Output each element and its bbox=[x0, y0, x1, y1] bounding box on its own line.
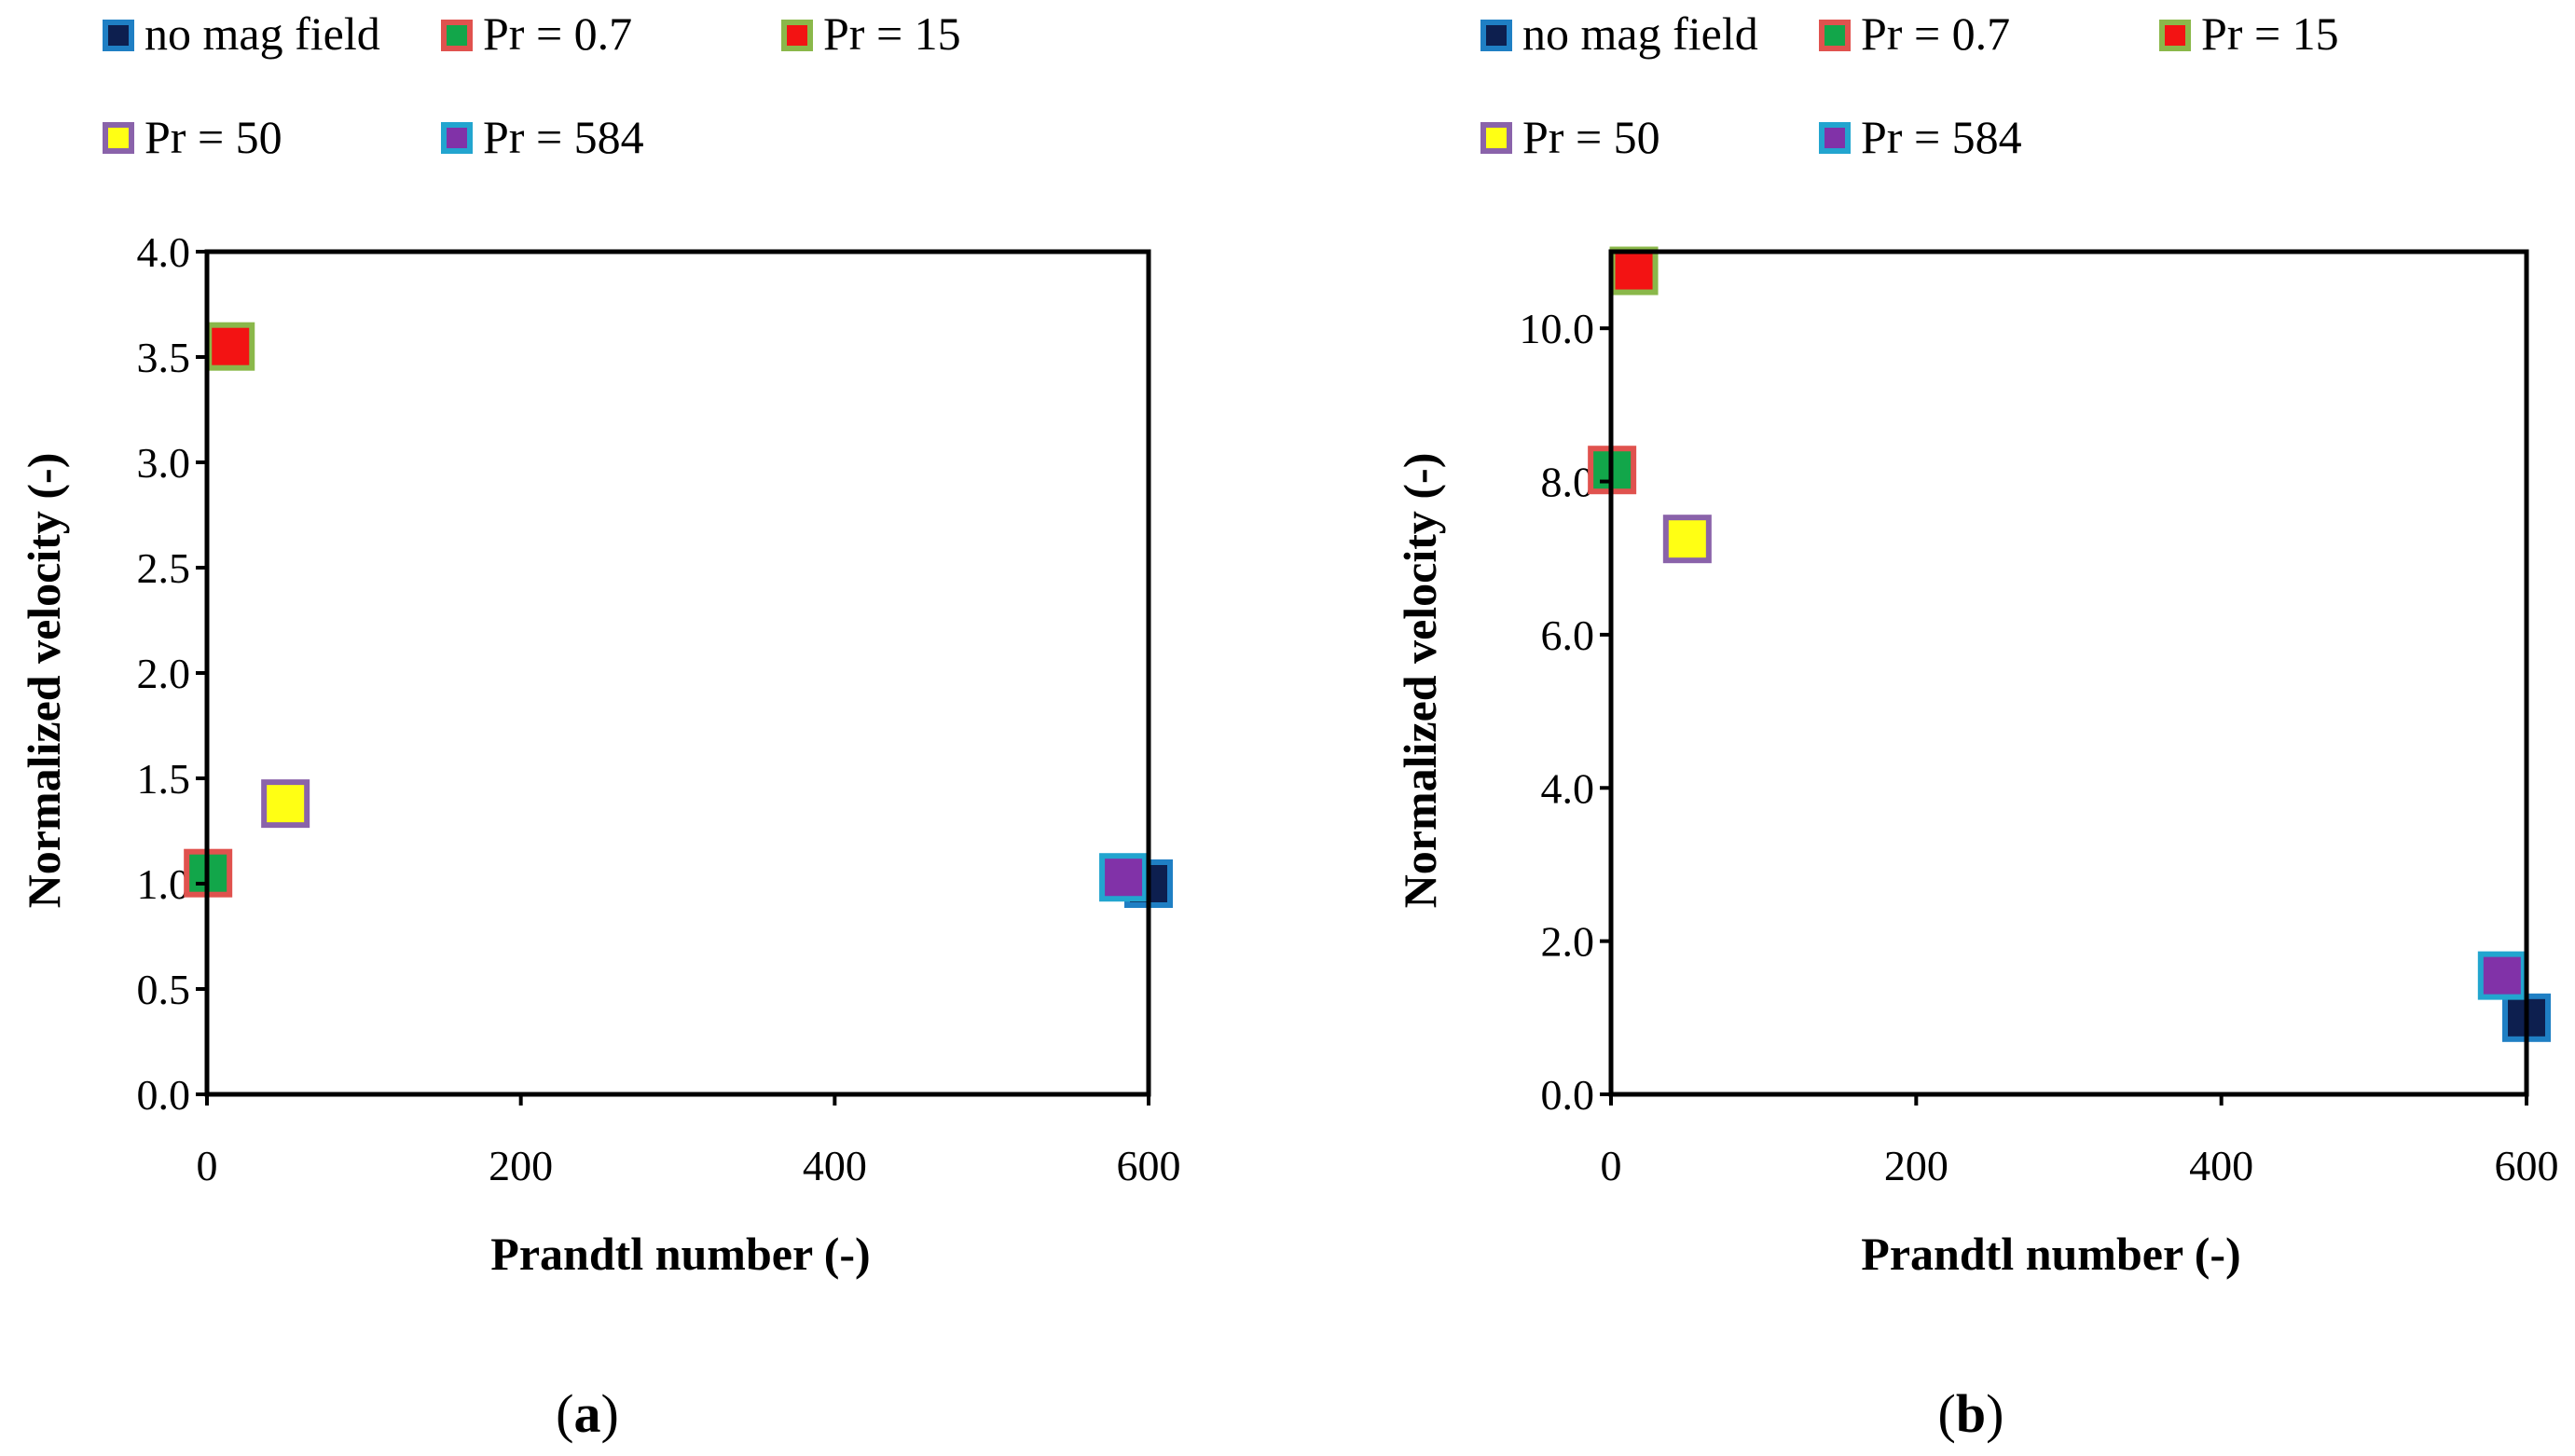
legend-a: no mag field Pr = 0.7 Pr = 15 Pr = 50 Pr… bbox=[103, 7, 961, 163]
data-point-pr-15 bbox=[1609, 246, 1659, 295]
y-tick-label: 6.0 bbox=[1541, 611, 1595, 659]
y-tick-label: 1.5 bbox=[137, 755, 191, 803]
legend-swatch-pr-50 bbox=[103, 122, 134, 154]
x-axis-title: Prandtl number (-) bbox=[490, 1228, 870, 1280]
svg-text:(b): (b) bbox=[1938, 1383, 2004, 1444]
legend-label-pr-584: Pr = 584 bbox=[483, 111, 644, 163]
data-point-pr-584 bbox=[2477, 951, 2527, 1000]
chart-panel-a: no mag field Pr = 0.7 Pr = 15 Pr = 50 Pr… bbox=[18, 7, 1181, 1444]
legend-item-pr-0.7: Pr = 0.7 bbox=[441, 7, 632, 60]
data-point-pr-15 bbox=[206, 322, 255, 371]
y-tick-label: 2.5 bbox=[137, 544, 191, 592]
y-tick-label: 0.0 bbox=[1541, 1071, 1595, 1119]
y-tick-label: 2.0 bbox=[1541, 918, 1595, 966]
data-points-b bbox=[1588, 246, 2551, 1042]
x-ticks-b: 0 200 400 600 bbox=[1601, 1142, 2559, 1189]
legend-swatch-pr-15 bbox=[2159, 20, 2191, 51]
data-point-pr-50 bbox=[261, 779, 310, 829]
y-tick-label: 0.5 bbox=[137, 966, 191, 1013]
legend-label-pr-0.7: Pr = 0.7 bbox=[1861, 7, 2010, 60]
legend-label-pr-15: Pr = 15 bbox=[823, 7, 961, 60]
y-tick-label: 4.0 bbox=[137, 228, 191, 276]
legend-swatch-pr-15 bbox=[781, 20, 813, 51]
data-point-pr-584 bbox=[1099, 853, 1149, 902]
legend-label-pr-50: Pr = 50 bbox=[145, 111, 282, 163]
legend-label-pr-584: Pr = 584 bbox=[1861, 111, 2022, 163]
y-tick-label: 2.0 bbox=[137, 650, 191, 697]
y-tick-label: 1.0 bbox=[137, 860, 191, 908]
x-tick-label: 0 bbox=[197, 1142, 218, 1189]
y-axis-title: Normalized velocity (-) bbox=[1394, 453, 1446, 909]
x-ticks-a: 0 200 400 600 bbox=[197, 1142, 1181, 1189]
svg-text:(a): (a) bbox=[556, 1383, 619, 1444]
legend-item-pr-584: Pr = 584 bbox=[441, 111, 644, 163]
plot-area-a bbox=[204, 249, 1151, 1097]
legend-swatch-pr-584 bbox=[1819, 122, 1851, 154]
legend-label-pr-0.7: Pr = 0.7 bbox=[483, 7, 632, 60]
panel-letter: b bbox=[1956, 1383, 1986, 1444]
legend-swatch-pr-50 bbox=[1480, 122, 1512, 154]
x-tick-label: 400 bbox=[803, 1142, 867, 1189]
legend-b: no mag field Pr = 0.7 Pr = 15 Pr = 50 Pr… bbox=[1480, 7, 2339, 163]
legend-label-pr-15: Pr = 15 bbox=[2201, 7, 2339, 60]
y-tick-label: 8.0 bbox=[1541, 459, 1595, 506]
x-tick-label: 200 bbox=[1884, 1142, 1948, 1189]
chart-panel-b: no mag field Pr = 0.7 Pr = 15 Pr = 50 Pr… bbox=[1394, 7, 2559, 1444]
legend-swatch-no-mag-field bbox=[1480, 20, 1512, 51]
y-axis-title: Normalized velocity (-) bbox=[18, 453, 70, 909]
legend-item-pr-15: Pr = 15 bbox=[781, 7, 961, 60]
legend-item-pr-50: Pr = 50 bbox=[103, 111, 282, 163]
legend-item-pr-0.7: Pr = 0.7 bbox=[1819, 7, 2010, 60]
legend-item-pr-15: Pr = 15 bbox=[2159, 7, 2339, 60]
data-point-pr-50 bbox=[1662, 515, 1712, 564]
y-ticks-a: 0.0 0.5 1.0 1.5 2.0 2.5 3.0 3.5 4.0 bbox=[137, 228, 191, 1119]
legend-swatch-pr-0.7 bbox=[441, 20, 473, 51]
legend-item-no-mag-field: no mag field bbox=[103, 7, 380, 60]
x-tick-label: 400 bbox=[2189, 1142, 2253, 1189]
y-tick-label: 4.0 bbox=[1541, 764, 1595, 812]
legend-swatch-pr-584 bbox=[441, 122, 473, 154]
legend-item-pr-50: Pr = 50 bbox=[1480, 111, 1660, 163]
x-tick-label: 200 bbox=[489, 1142, 553, 1189]
x-tick-label: 0 bbox=[1601, 1142, 1622, 1189]
x-tick-label: 600 bbox=[2495, 1142, 2559, 1189]
legend-item-pr-584: Pr = 584 bbox=[1819, 111, 2022, 163]
plot-area-b bbox=[1608, 249, 2529, 1097]
legend-label-no-mag-field: no mag field bbox=[145, 7, 380, 60]
x-tick-label: 600 bbox=[1117, 1142, 1181, 1189]
y-tick-label: 3.5 bbox=[137, 334, 191, 381]
legend-item-no-mag-field: no mag field bbox=[1480, 7, 1758, 60]
y-ticks-b: 0.0 2.0 4.0 6.0 8.0 10.0 bbox=[1520, 305, 1595, 1119]
legend-swatch-no-mag-field bbox=[103, 20, 134, 51]
panel-label-b: (b) bbox=[1938, 1383, 2004, 1444]
legend-swatch-pr-0.7 bbox=[1819, 20, 1851, 51]
legend-label-no-mag-field: no mag field bbox=[1522, 7, 1758, 60]
y-tick-label: 0.0 bbox=[137, 1071, 191, 1119]
data-points-a bbox=[184, 322, 1173, 908]
y-tick-label: 10.0 bbox=[1520, 305, 1595, 352]
y-tick-label: 3.0 bbox=[137, 439, 191, 487]
legend-label-pr-50: Pr = 50 bbox=[1522, 111, 1660, 163]
panel-letter: a bbox=[574, 1383, 601, 1444]
x-axis-title: Prandtl number (-) bbox=[1861, 1228, 2240, 1280]
panel-label-a: (a) bbox=[556, 1383, 619, 1444]
